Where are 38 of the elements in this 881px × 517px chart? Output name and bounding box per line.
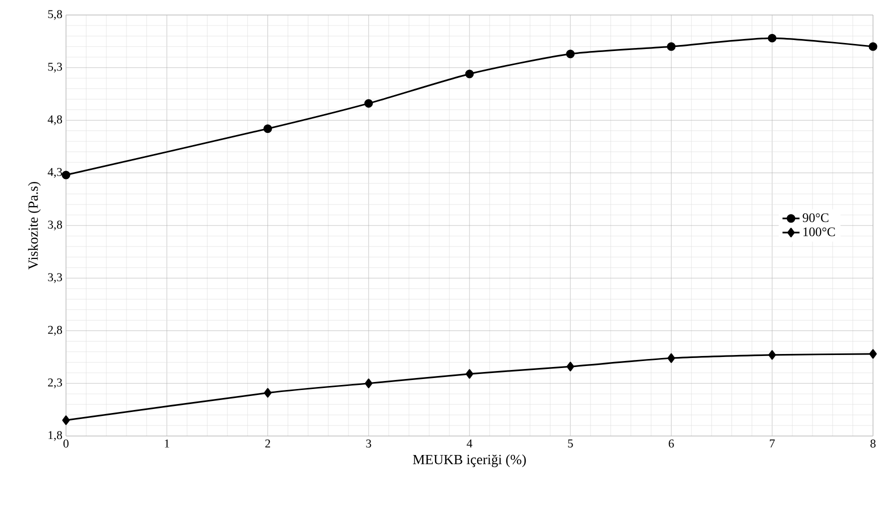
point [768, 34, 776, 42]
y-tick-label: 3,3 [48, 273, 62, 284]
point [62, 415, 70, 425]
point [364, 378, 372, 388]
x-tick-label: 0 [63, 440, 69, 448]
y-tick-label: 4,3 [48, 168, 62, 178]
point [566, 50, 575, 58]
legend-label: 100°C [803, 227, 835, 236]
x-tick-label: 1 [164, 440, 170, 448]
x-tick-label: 4 [466, 440, 472, 448]
point [264, 388, 272, 398]
point [768, 350, 776, 360]
x-tick-label: 6 [668, 440, 674, 448]
point [364, 99, 373, 108]
x-tick-label: 3 [366, 440, 372, 448]
y-tick-label: 2,3 [48, 378, 62, 388]
legend-label: 90°C [802, 213, 828, 222]
point [667, 353, 676, 363]
point [869, 349, 877, 359]
y-tick-label: 4,8 [48, 115, 62, 126]
x-tick-label: 7 [770, 440, 775, 448]
y-tick-label: 5,8 [48, 10, 62, 20]
point [868, 42, 878, 51]
x-tick-label: 5 [568, 440, 573, 448]
x-axis-title: MEUKB içeriği (%) [412, 454, 526, 468]
point [465, 70, 474, 78]
x-tick-label: 2 [265, 440, 270, 448]
point [62, 170, 70, 180]
y-tick-label: 2,8 [48, 326, 62, 336]
point [263, 124, 272, 133]
point [566, 362, 574, 372]
y-axis-title: Viskozite (Pa.s) [28, 182, 41, 270]
y-tick-label: 5,3 [48, 62, 62, 73]
y-tick-label: 3,8 [48, 220, 62, 230]
y-tick-label: 1,8 [48, 431, 62, 441]
point [666, 42, 676, 51]
x-tick-label: 8 [870, 440, 876, 448]
point [466, 369, 474, 379]
